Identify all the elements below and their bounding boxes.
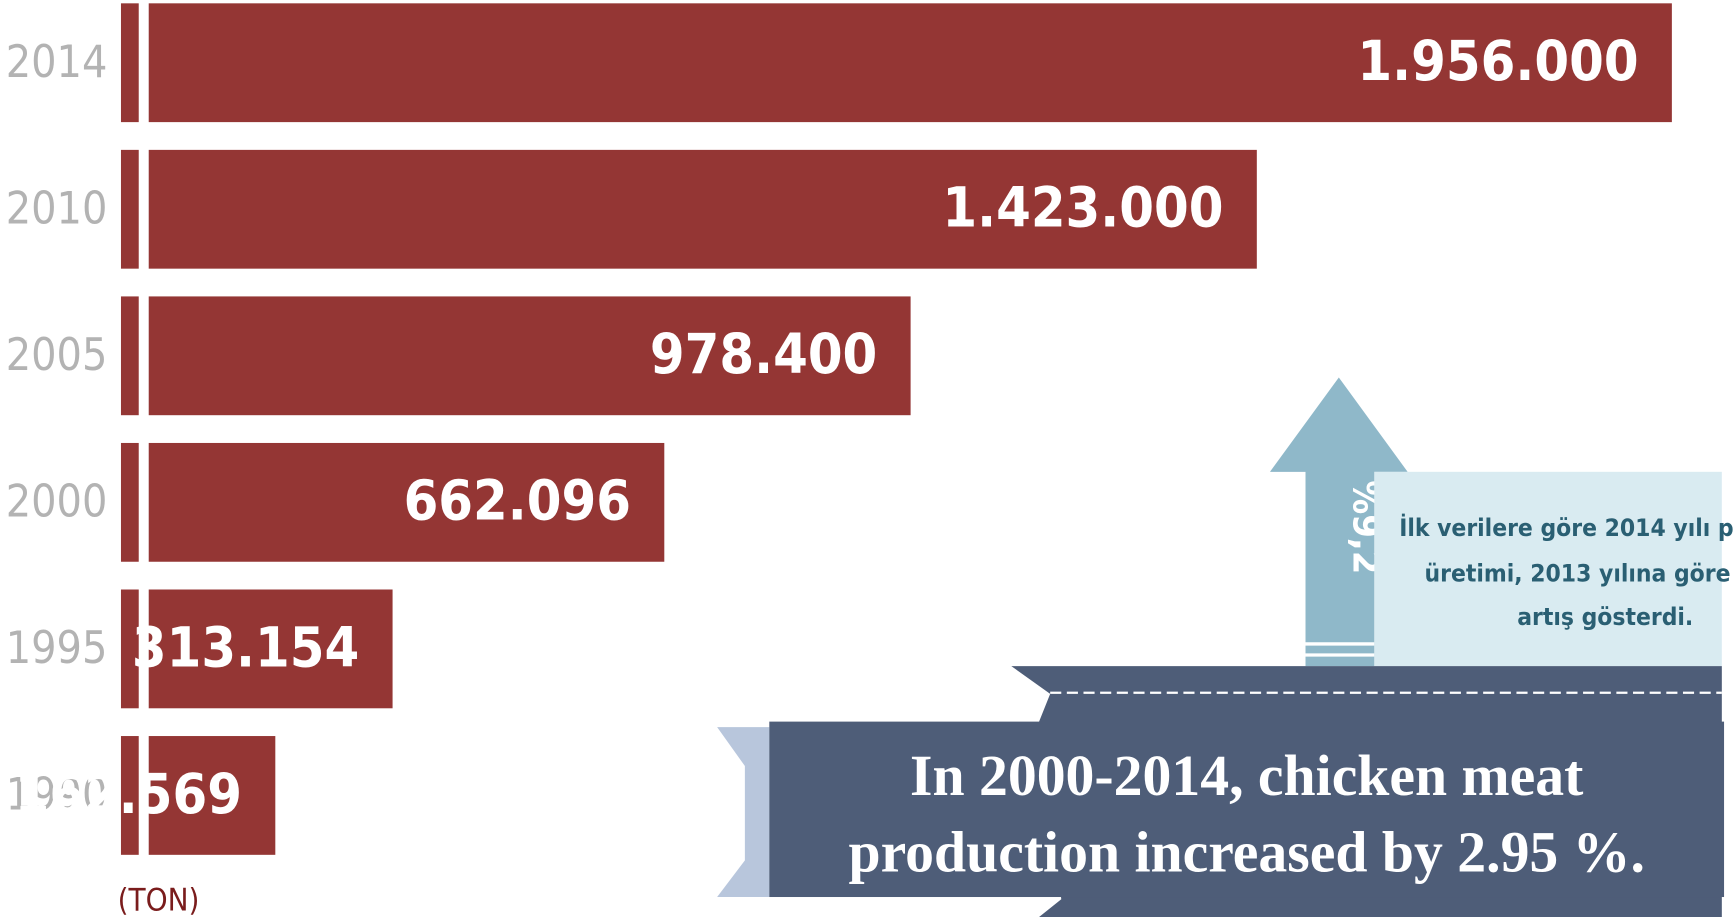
bar-stub	[120, 296, 139, 416]
bar-stub	[120, 442, 139, 562]
value-label: 162.569	[15, 762, 242, 827]
value-label: 1.956.000	[1357, 29, 1638, 94]
y-tick-label: 2014	[6, 37, 108, 88]
value-label: 978.400	[650, 322, 877, 387]
y-tick-label: 1990	[6, 770, 108, 821]
bar-stub	[120, 3, 139, 123]
bar-stub	[120, 589, 139, 709]
caption-box	[769, 721, 1725, 898]
value-label: 662.096	[404, 469, 631, 534]
y-tick-label: 2005	[6, 330, 108, 381]
caption-line: In 2000-2014, chicken meat	[910, 745, 1583, 808]
bar	[148, 3, 1672, 123]
note-box	[1374, 471, 1722, 667]
bar-stub	[120, 736, 139, 855]
y-tick-label: 1995	[6, 623, 108, 674]
bar-stub	[120, 149, 139, 269]
note-line: artış gösterdi.	[1517, 602, 1693, 631]
bar	[148, 296, 911, 416]
note-line: üretimi, 2013 yılına göre	[1425, 559, 1731, 588]
bar	[148, 589, 393, 709]
arrow	[1269, 377, 1408, 667]
bar	[148, 736, 276, 855]
x-label: (TON)	[118, 882, 200, 917]
y-tick-label: 2010	[6, 183, 108, 234]
value-label: 1.423.000	[942, 176, 1223, 241]
bars: 2014 1.956.000 2010 1.423.000 2005 978.400 200…	[6, 3, 1672, 855]
bar	[148, 442, 665, 562]
band-tail	[717, 727, 770, 898]
caption-line: production increased by 2.95 %.	[848, 821, 1644, 884]
bar	[148, 149, 1257, 269]
value-label: 313.154	[132, 615, 359, 680]
note-line: İlk verilere göre 2014 yılı p	[1399, 513, 1733, 542]
y-tick-label: 2000	[6, 477, 108, 528]
